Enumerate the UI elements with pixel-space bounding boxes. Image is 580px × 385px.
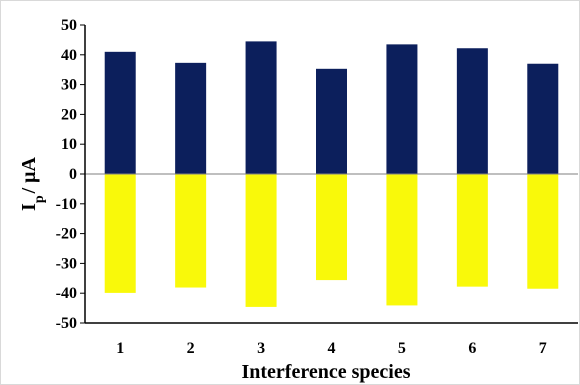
y-tick-label: 0 <box>69 166 77 183</box>
y-tick-label: -30 <box>56 255 77 272</box>
y-axis-title-rest: / μA <box>18 156 40 194</box>
negative-bar-1 <box>104 174 136 293</box>
y-axis-title: Ip/ μA <box>18 156 47 210</box>
x-axis-title: Interference species <box>241 361 410 383</box>
y-axis-title-subscript: p <box>32 195 47 203</box>
x-tick-label: 1 <box>116 340 124 357</box>
positive-bar-2 <box>175 62 207 174</box>
x-axis-ticks: 1 2 3 4 5 6 7 <box>116 340 547 357</box>
negative-bar-7 <box>527 174 559 289</box>
negative-bar-4 <box>316 174 347 281</box>
y-tick-label: 10 <box>61 136 77 153</box>
positive-bar-4 <box>316 68 347 174</box>
negative-bar-6 <box>456 174 488 287</box>
y-tick-label: -10 <box>56 196 77 213</box>
y-tick-label: -20 <box>56 226 77 243</box>
x-tick-label: 7 <box>539 340 547 357</box>
y-tick-label: 50 <box>61 17 77 34</box>
positive-bar-3 <box>245 41 277 174</box>
y-tick-label: -50 <box>56 315 77 332</box>
x-tick-label: 6 <box>468 340 476 357</box>
negative-bar-2 <box>175 174 207 288</box>
positive-bar-6 <box>456 48 488 174</box>
bars-group <box>104 41 559 307</box>
y-axis-ticks: -50 -40 -30 -20 -10 0 10 20 30 40 50 <box>56 17 85 332</box>
positive-bar-5 <box>386 44 418 175</box>
x-tick-label: 4 <box>328 340 336 357</box>
x-tick-label: 3 <box>257 340 265 357</box>
positive-bar-7 <box>527 63 559 174</box>
x-tick-label: 5 <box>398 340 406 357</box>
y-tick-label: 40 <box>61 47 77 64</box>
y-axis-title-main: I <box>18 203 40 211</box>
positive-bar-1 <box>104 51 136 174</box>
negative-bar-3 <box>245 174 277 307</box>
x-tick-label: 2 <box>187 340 195 357</box>
y-tick-label: 20 <box>61 106 77 123</box>
y-tick-label: -40 <box>56 285 77 302</box>
negative-bar-5 <box>386 174 418 306</box>
y-tick-label: 30 <box>61 77 77 94</box>
